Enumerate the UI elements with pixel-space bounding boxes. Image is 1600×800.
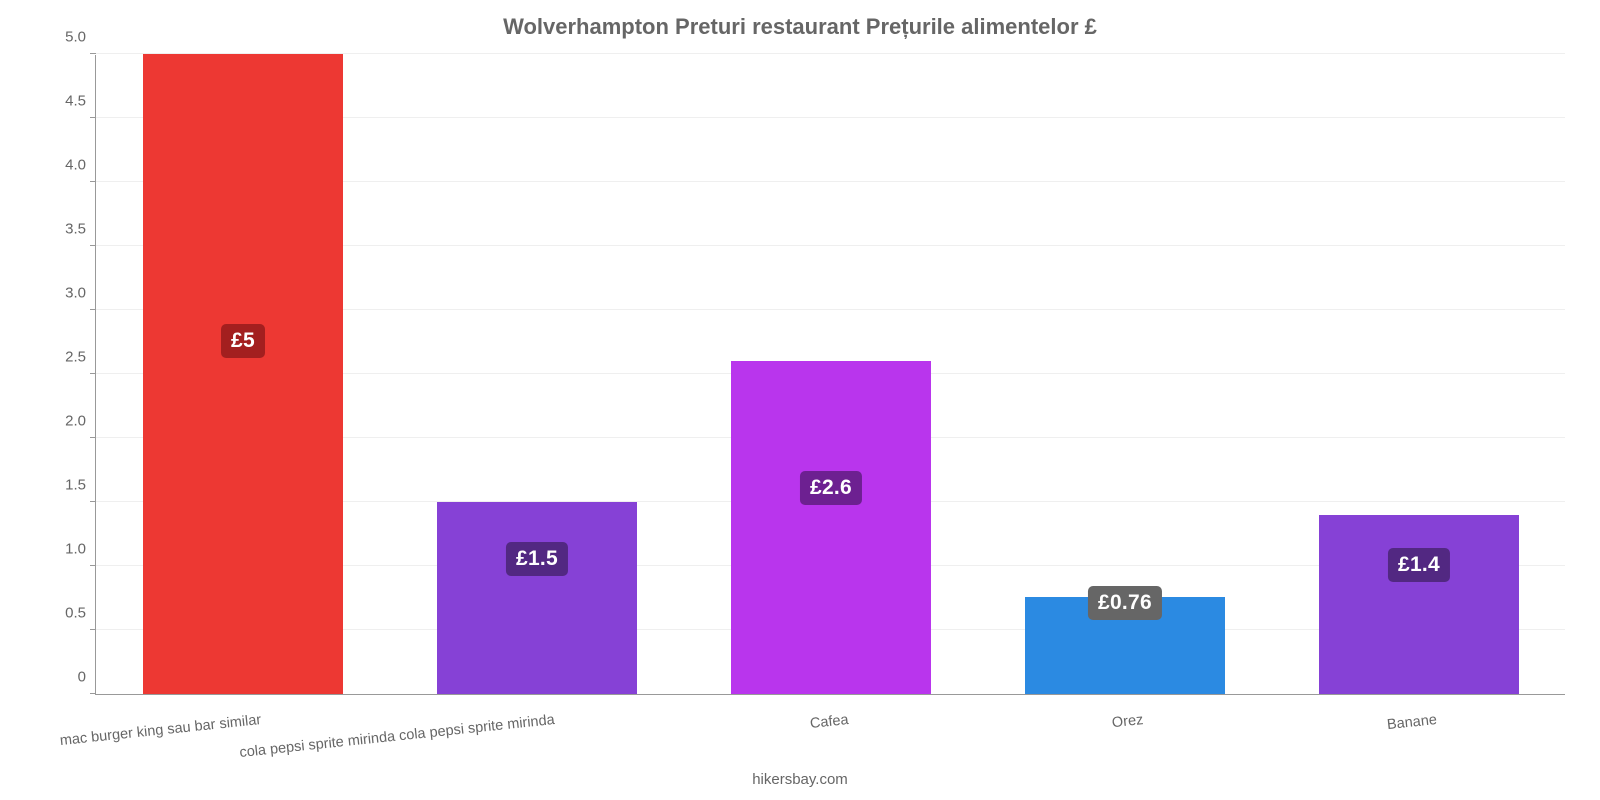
y-tickmark xyxy=(90,117,96,118)
y-tickmark xyxy=(90,245,96,246)
x-tick-label: Cafea xyxy=(810,712,850,732)
y-tickmark xyxy=(90,181,96,182)
y-tick-label: 2.0 xyxy=(65,413,86,430)
y-tick-label: 4.0 xyxy=(65,157,86,174)
bar-value-label: £1.4 xyxy=(1388,548,1450,582)
bar xyxy=(731,361,931,694)
y-tickmark xyxy=(90,309,96,310)
y-tick-label: 5.0 xyxy=(65,29,86,46)
y-tickmark xyxy=(90,501,96,502)
y-tickmark xyxy=(90,53,96,54)
y-tick-label: 3.0 xyxy=(65,285,86,302)
y-tick-label: 0.5 xyxy=(65,605,86,622)
plot-surface: 00.51.01.52.02.53.03.54.04.55.0£5mac bur… xyxy=(95,55,1565,695)
x-tick-label: mac burger king sau bar similar xyxy=(59,712,262,749)
y-tick-label: 0 xyxy=(78,669,86,686)
bar-value-label: £5 xyxy=(221,324,265,358)
y-tick-label: 1.5 xyxy=(65,477,86,494)
y-tickmark xyxy=(90,565,96,566)
y-tickmark xyxy=(90,629,96,630)
chart-footer: hikersbay.com xyxy=(0,771,1600,788)
x-tick-label: Banane xyxy=(1386,712,1437,733)
bar-value-label: £0.76 xyxy=(1088,586,1162,620)
y-tickmark xyxy=(90,373,96,374)
chart-title: Wolverhampton Preturi restaurant Prețuri… xyxy=(0,0,1600,40)
bar-value-label: £1.5 xyxy=(506,542,568,576)
bar xyxy=(437,502,637,694)
y-tick-label: 2.5 xyxy=(65,349,86,366)
chart-plot-area: 00.51.01.52.02.53.03.54.04.55.0£5mac bur… xyxy=(95,55,1565,695)
y-tick-label: 1.0 xyxy=(65,541,86,558)
y-tick-label: 4.5 xyxy=(65,93,86,110)
y-tick-label: 3.5 xyxy=(65,221,86,238)
bar xyxy=(143,54,343,694)
bar xyxy=(1319,515,1519,694)
x-tick-label: cola pepsi sprite mirinda cola pepsi spr… xyxy=(239,712,556,761)
y-tickmark xyxy=(90,437,96,438)
y-tickmark xyxy=(90,693,96,694)
bar-value-label: £2.6 xyxy=(800,471,862,505)
x-tick-label: Orez xyxy=(1111,712,1144,731)
